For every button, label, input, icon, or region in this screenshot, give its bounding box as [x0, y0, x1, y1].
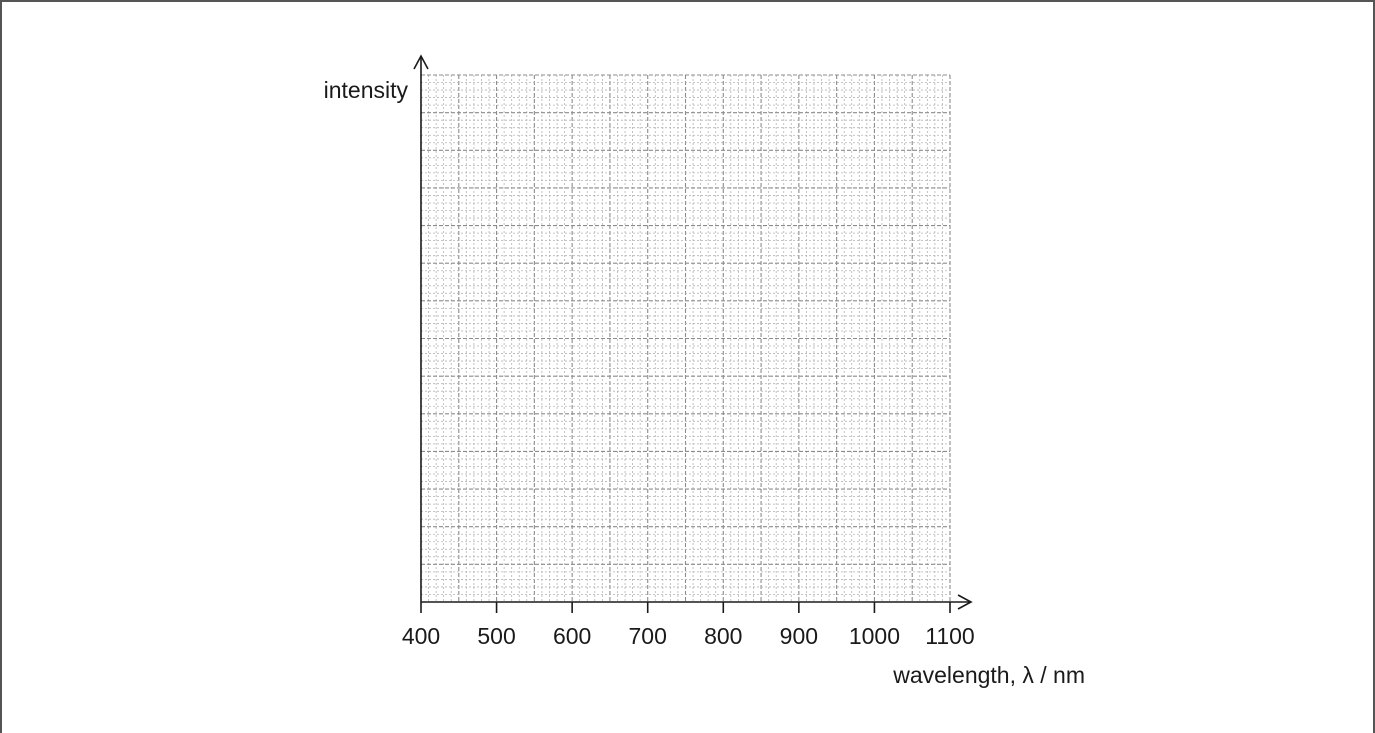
x-tick-label: 400	[402, 623, 440, 649]
x-tick-label: 700	[629, 623, 667, 649]
y-axis-label: intensity	[324, 77, 409, 103]
x-tick-label: 900	[780, 623, 818, 649]
x-tick-label: 800	[704, 623, 742, 649]
x-tick-label: 600	[553, 623, 591, 649]
grid	[420, 74, 951, 603]
x-tick-label: 1100	[925, 623, 974, 649]
axes	[413, 54, 973, 610]
y-axis-arrow	[413, 54, 429, 70]
x-axis-label: wavelength, λ / nm	[892, 662, 1085, 688]
x-axis-arrow	[957, 594, 973, 610]
x-tick-label: 1000	[849, 623, 900, 649]
x-ticks: 400 500 600 700 800 900 1000 1100	[402, 602, 975, 649]
x-tick-label: 500	[477, 623, 515, 649]
